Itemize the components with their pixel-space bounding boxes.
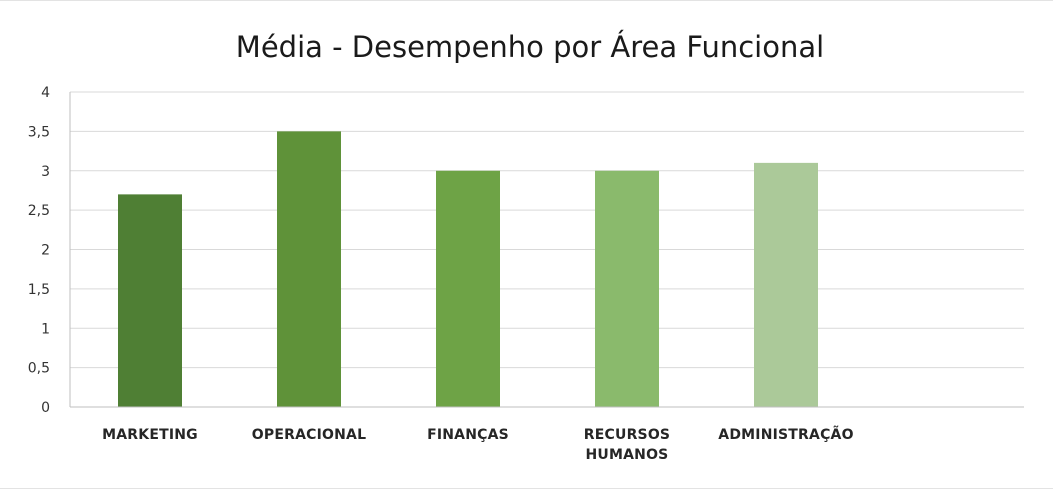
bar-operacional bbox=[277, 131, 341, 407]
grid-lines bbox=[70, 91, 1024, 369]
bar-marketing bbox=[118, 194, 182, 407]
y-tick-label: 1,5 bbox=[28, 282, 50, 298]
y-tick-label: 4 bbox=[41, 85, 50, 101]
y-tick-label: 1 bbox=[41, 321, 50, 337]
x-tick-label: RECURSOS HUMANOS bbox=[584, 427, 670, 463]
x-tick-label: MARKETING bbox=[102, 427, 198, 443]
y-tick-label: 0 bbox=[41, 400, 50, 416]
y-tick-label: 3 bbox=[41, 164, 50, 180]
x-tick-label-line: RECURSOS bbox=[584, 427, 670, 443]
x-tick-label-line: HUMANOS bbox=[586, 447, 669, 463]
x-axis-labels: MARKETING OPERACIONAL FINANÇAS RECURSOS HUMA… bbox=[102, 426, 853, 463]
x-tick-label: FINANÇAS bbox=[427, 427, 509, 443]
bar-finan-as bbox=[436, 170, 500, 407]
bars bbox=[118, 131, 818, 407]
x-tick-label: ADMINISTRAÇÃO bbox=[718, 426, 853, 443]
x-tick-label-line: OPERACIONAL bbox=[252, 427, 366, 443]
y-axis-ticks: 0 0,5 1 1,5 2 2,5 3 3,5 4 bbox=[28, 85, 50, 416]
x-tick-label-line: MARKETING bbox=[102, 427, 198, 443]
x-tick-label-line: ADMINISTRAÇÃO bbox=[718, 426, 853, 443]
y-tick-label: 2 bbox=[41, 243, 50, 259]
chart-title: Média - Desempenho por Área Funcional bbox=[236, 30, 824, 64]
y-tick-label: 3,5 bbox=[28, 124, 50, 140]
bar-administra-o bbox=[754, 162, 818, 407]
x-tick-label-line: FINANÇAS bbox=[427, 427, 509, 443]
y-tick-label: 0,5 bbox=[28, 361, 50, 377]
x-tick-label: OPERACIONAL bbox=[252, 427, 366, 443]
y-tick-label: 2,5 bbox=[28, 203, 50, 219]
bar-recursos-humanos bbox=[595, 170, 659, 407]
